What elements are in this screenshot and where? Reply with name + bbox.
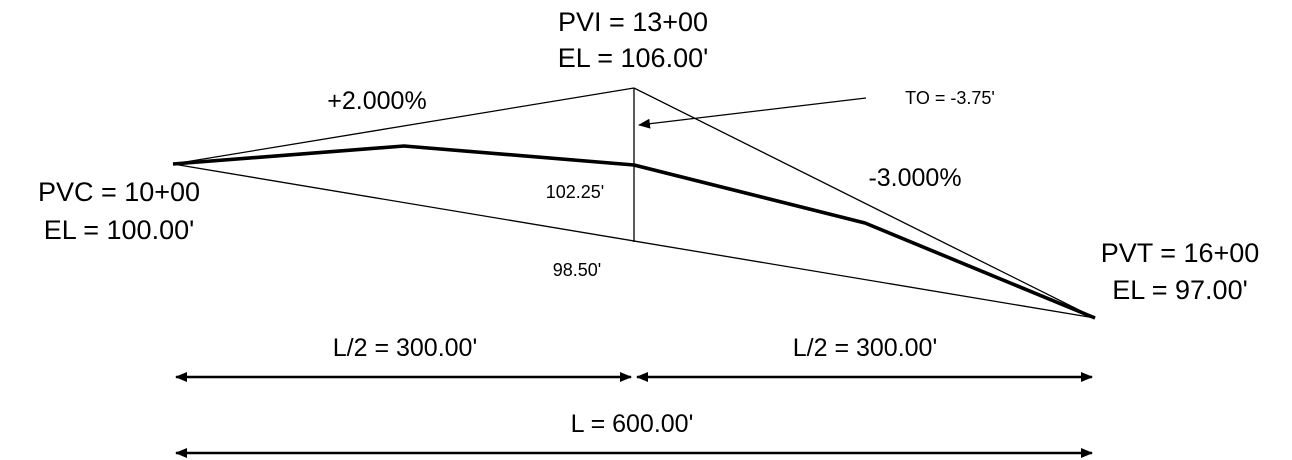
pvi-elevation-label: EL = 106.00'	[558, 43, 709, 73]
pvi-station-label: PVI = 13+00	[558, 7, 708, 37]
forward-grade-label: -3.000%	[868, 164, 961, 192]
tangent-offset-label: TO = -3.75'	[905, 88, 995, 108]
tangent-offset-leader-arrow	[638, 97, 867, 129]
pvt-elevation-label: EL = 97.00'	[1112, 275, 1248, 305]
curve-elevation-label: 102.25'	[546, 182, 605, 202]
pvc-elevation-label: EL = 100.00'	[44, 215, 195, 245]
forward-tangent-line	[633, 87, 1096, 319]
dimension-left-half-label: L/2 = 300.00'	[333, 334, 477, 362]
vertical-curve-line	[172, 144, 1096, 320]
dimension-total-label: L = 600.00'	[571, 410, 694, 438]
dimension-right-half-label: L/2 = 300.00'	[793, 334, 937, 362]
chord-elevation-label: 98.50'	[553, 260, 601, 280]
pvt-station-label: PVT = 16+00	[1101, 238, 1260, 268]
pvc-station-label: PVC = 10+00	[38, 177, 200, 207]
back-grade-label: +2.000%	[327, 87, 426, 115]
back-tangent-line	[172, 87, 635, 165]
